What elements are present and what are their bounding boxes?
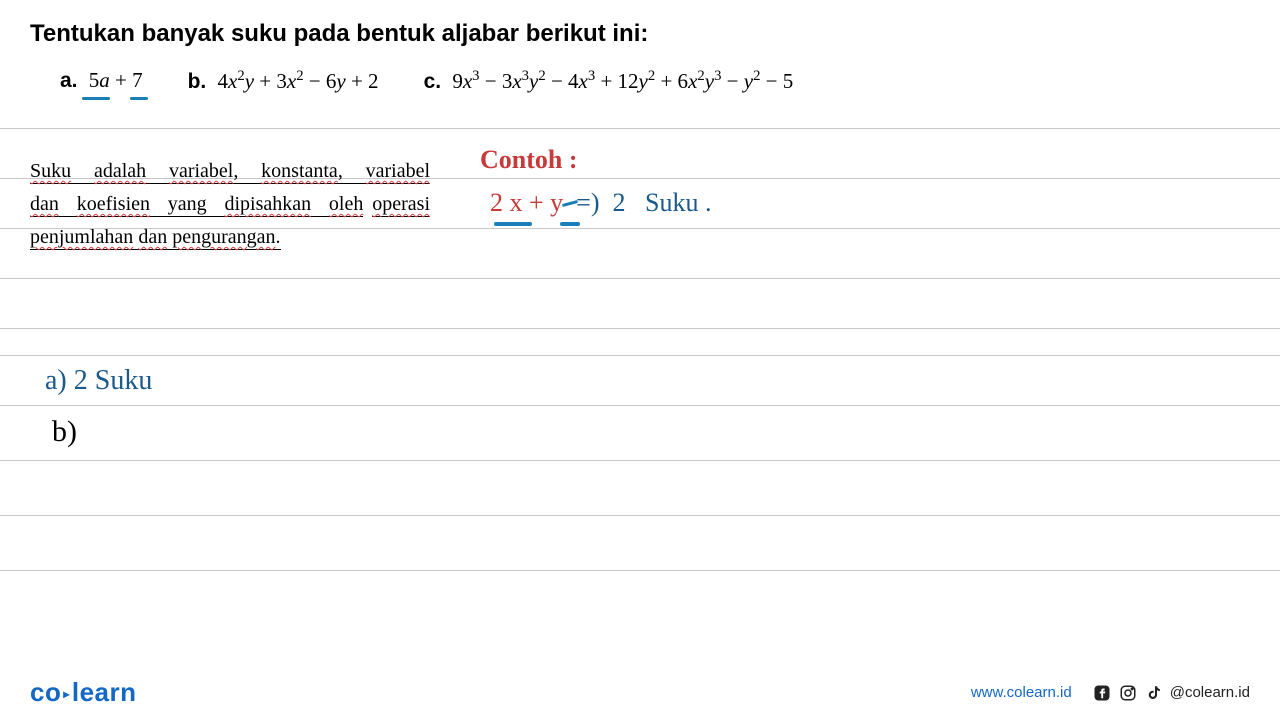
brand-logo: co▸learn — [30, 677, 137, 708]
page-title: Tentukan banyak suku pada bentuk aljabar… — [30, 20, 1250, 48]
problem-b-expr: 4x2y + 3x2 − 6y + 2 — [218, 69, 379, 93]
rule-line — [0, 128, 1280, 129]
rule-line — [0, 570, 1280, 571]
hw-answer-a: a) 2 Suku — [45, 365, 152, 397]
problem-c: c. 9x3 − 3x3y2 − 4x3 + 12y2 + 6x2y3 − y2… — [424, 68, 794, 94]
rule-line — [0, 355, 1280, 356]
problem-c-expr: 9x3 − 3x3y2 − 4x3 + 12y2 + 6x2y3 − y2 − … — [452, 69, 793, 93]
problem-c-label: c. — [424, 70, 442, 93]
definition-text: Suku adalah variabel, konstanta, variabe… — [30, 155, 430, 254]
problem-a-expr: 5a + 7 — [89, 68, 143, 92]
problem-a-label: a. — [60, 69, 78, 92]
problem-b-label: b. — [188, 70, 207, 93]
rule-line — [0, 278, 1280, 279]
hw-example: 2 x + y =) 2 Suku . — [490, 188, 711, 218]
facebook-icon — [1092, 683, 1112, 703]
underline-mark — [494, 222, 532, 226]
social-icons: @colearn.id — [1092, 683, 1250, 703]
footer: co▸learn www.colearn.id @colearn.id — [0, 665, 1280, 720]
rule-line — [0, 405, 1280, 406]
instagram-icon — [1118, 683, 1138, 703]
social-handle: @colearn.id — [1170, 684, 1250, 701]
underline-mark — [82, 97, 110, 100]
problem-b: b. 4x2y + 3x2 − 6y + 2 — [188, 68, 379, 94]
rule-line — [0, 328, 1280, 329]
hw-contoh: Contoh : — [480, 145, 578, 175]
website-url: www.colearn.id — [971, 684, 1072, 701]
underline-mark — [130, 97, 148, 100]
rule-line — [0, 515, 1280, 516]
problem-a: a. 5a + 7 — [60, 68, 143, 94]
tiktok-icon — [1144, 683, 1164, 703]
underline-mark — [560, 222, 580, 226]
rule-line — [0, 460, 1280, 461]
problems-row: a. 5a + 7 b. 4x2y + 3x2 − 6y + 2 c. 9x3 … — [30, 68, 1250, 94]
hw-answer-b: b) — [52, 415, 77, 449]
